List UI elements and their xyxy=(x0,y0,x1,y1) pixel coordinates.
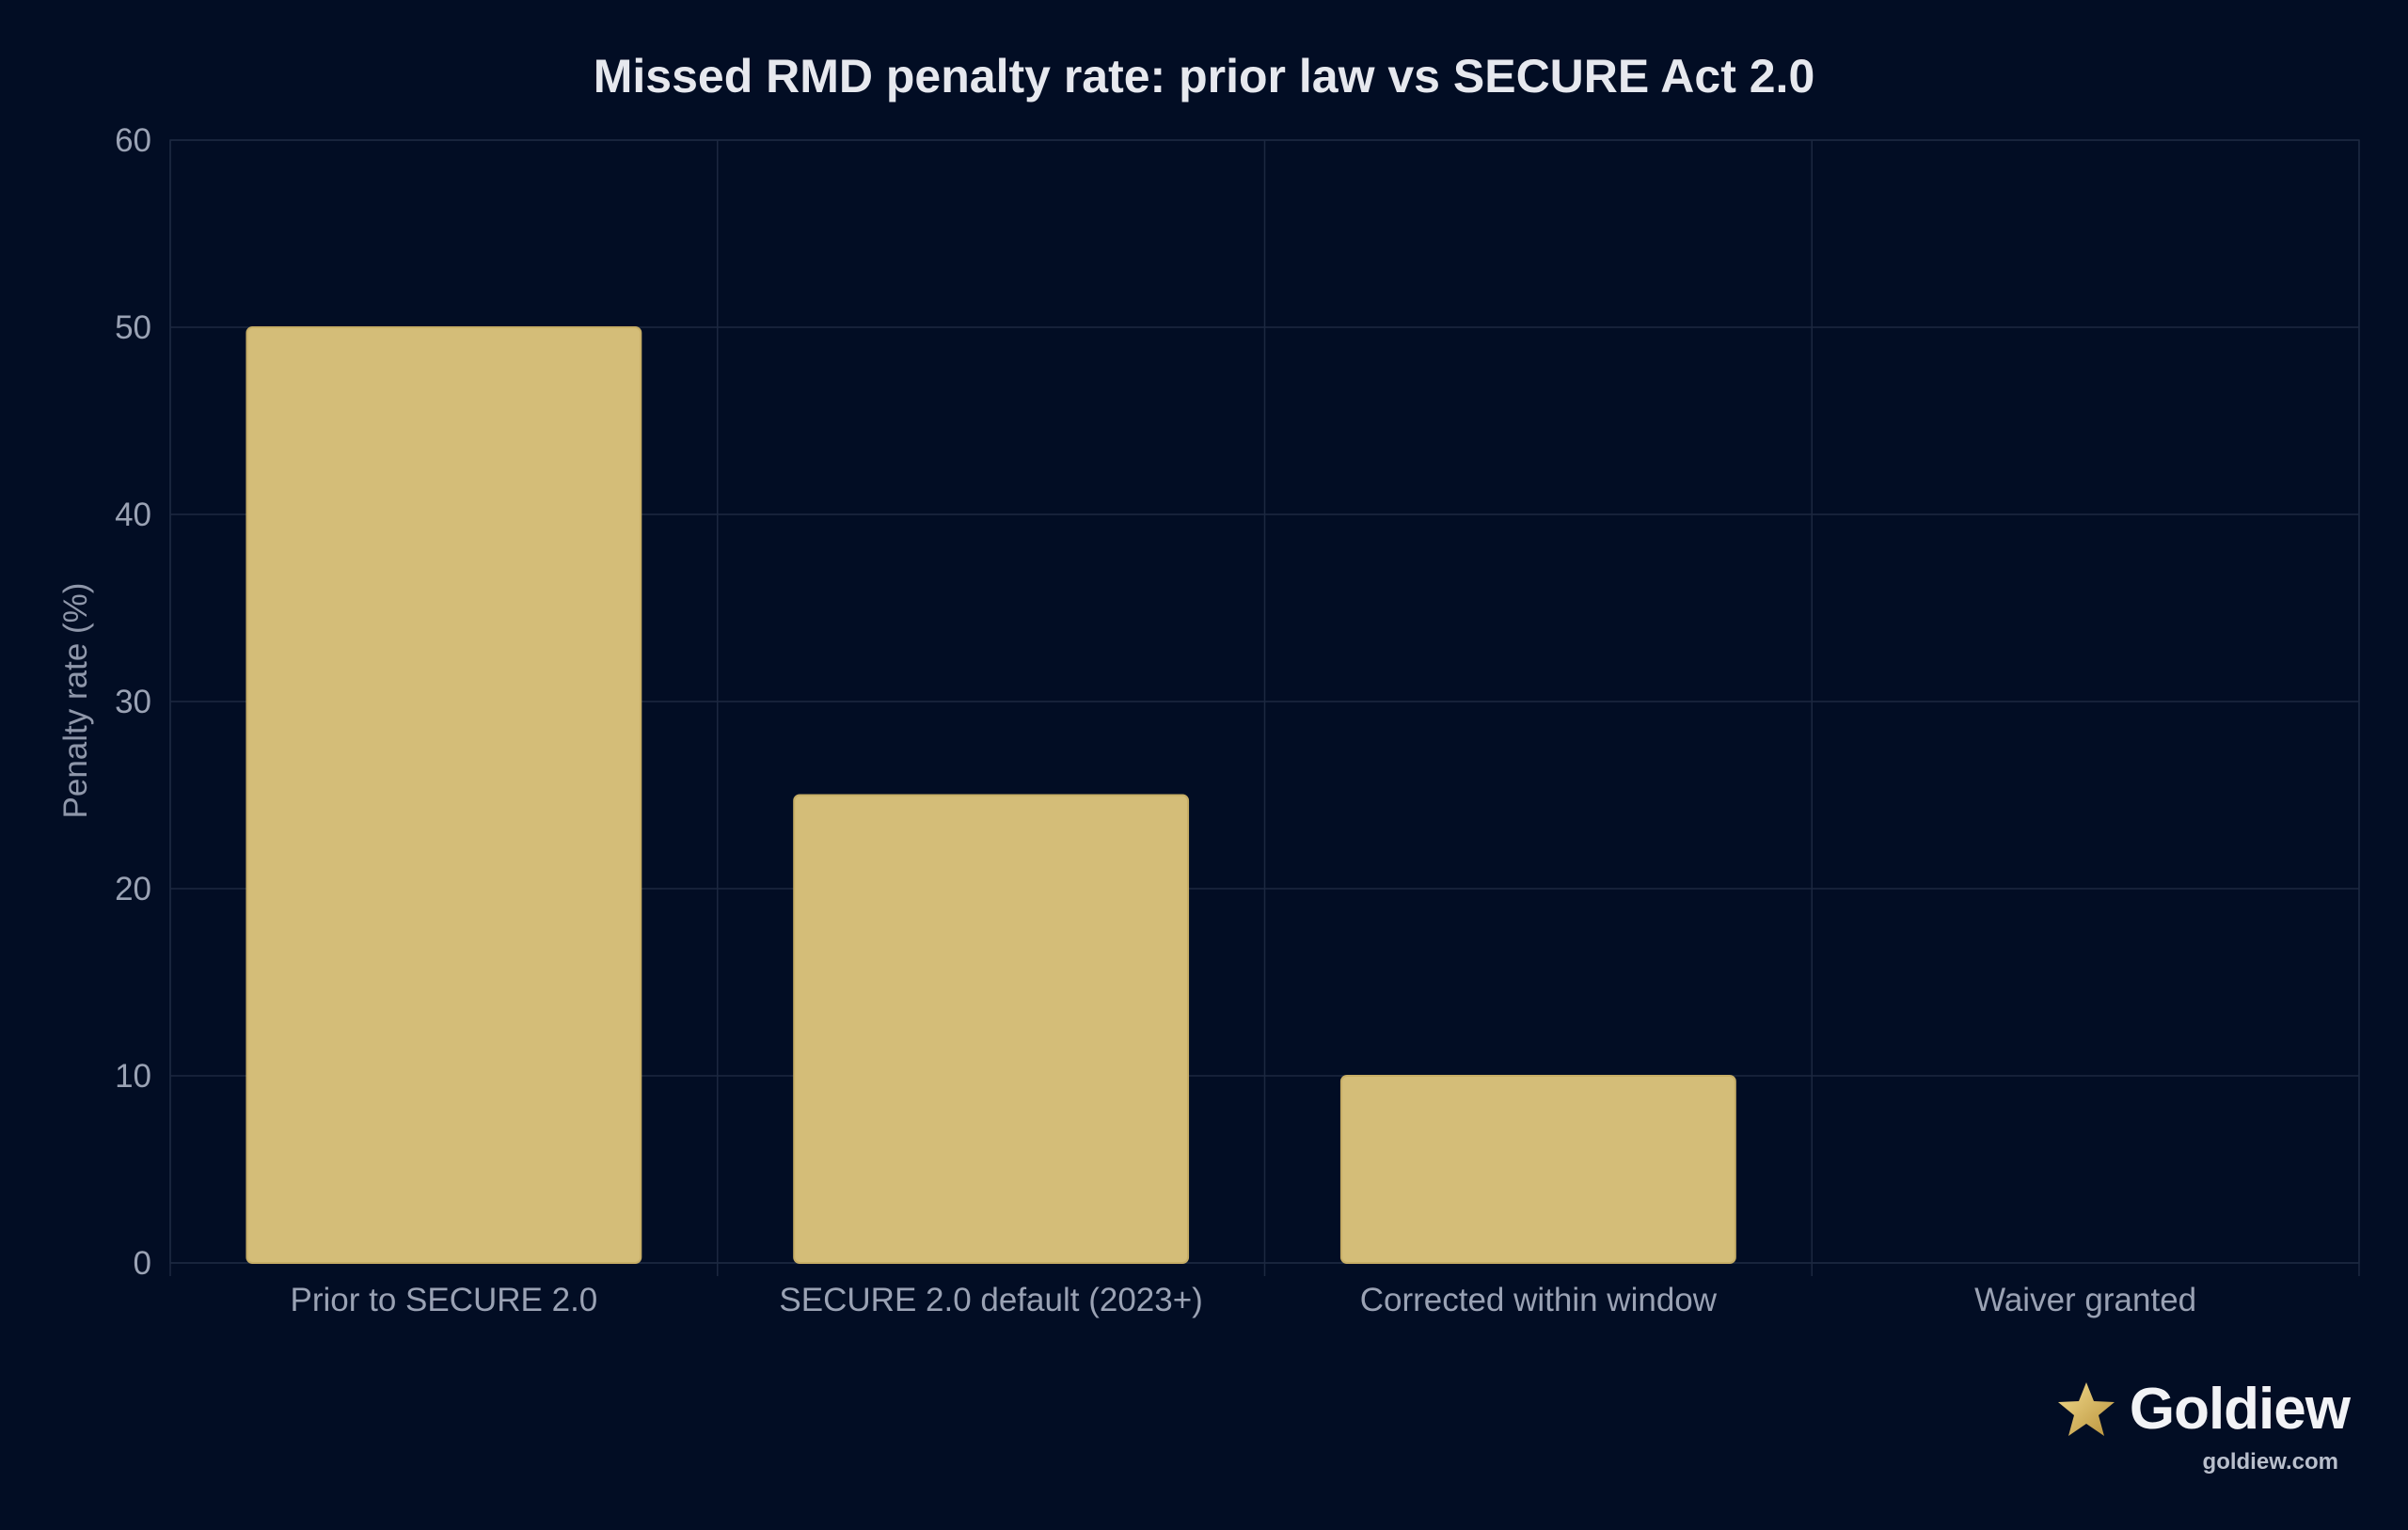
y-tick-label: 60 xyxy=(115,122,151,159)
y-axis-label: Penalty rate (%) xyxy=(57,583,94,819)
axis-layer: 0 10 20 30 40 50 60 Prior to SECURE 2.0 SECURE 2… xyxy=(115,122,2196,1318)
brand-url: goldiew.com xyxy=(2202,1449,2338,1475)
x-tick-label: SECURE 2.0 default (2023+) xyxy=(779,1282,1202,1318)
y-tick-label: 10 xyxy=(115,1058,151,1095)
bar xyxy=(246,326,642,1264)
y-tick-label: 30 xyxy=(115,684,151,720)
brand-wordmark: Goldiew xyxy=(2129,1377,2351,1442)
star-icon xyxy=(2058,1382,2115,1436)
bar-layer xyxy=(246,326,1736,1264)
y-tick-label: 20 xyxy=(115,871,151,907)
y-tick-label: 50 xyxy=(115,309,151,346)
y-tick-label: 0 xyxy=(134,1245,151,1282)
chart-title: Missed RMD penalty rate: prior law vs SE… xyxy=(594,50,1815,103)
bar xyxy=(1339,1075,1736,1264)
bar xyxy=(793,794,1190,1264)
y-tick-label: 40 xyxy=(115,497,151,533)
x-tick-label: Prior to SECURE 2.0 xyxy=(290,1282,597,1318)
x-tick-label: Corrected within window xyxy=(1360,1282,1718,1318)
brand-logo: Goldiew goldiew.com xyxy=(2049,1376,2351,1489)
x-tick-label: Waiver granted xyxy=(1974,1282,2196,1318)
